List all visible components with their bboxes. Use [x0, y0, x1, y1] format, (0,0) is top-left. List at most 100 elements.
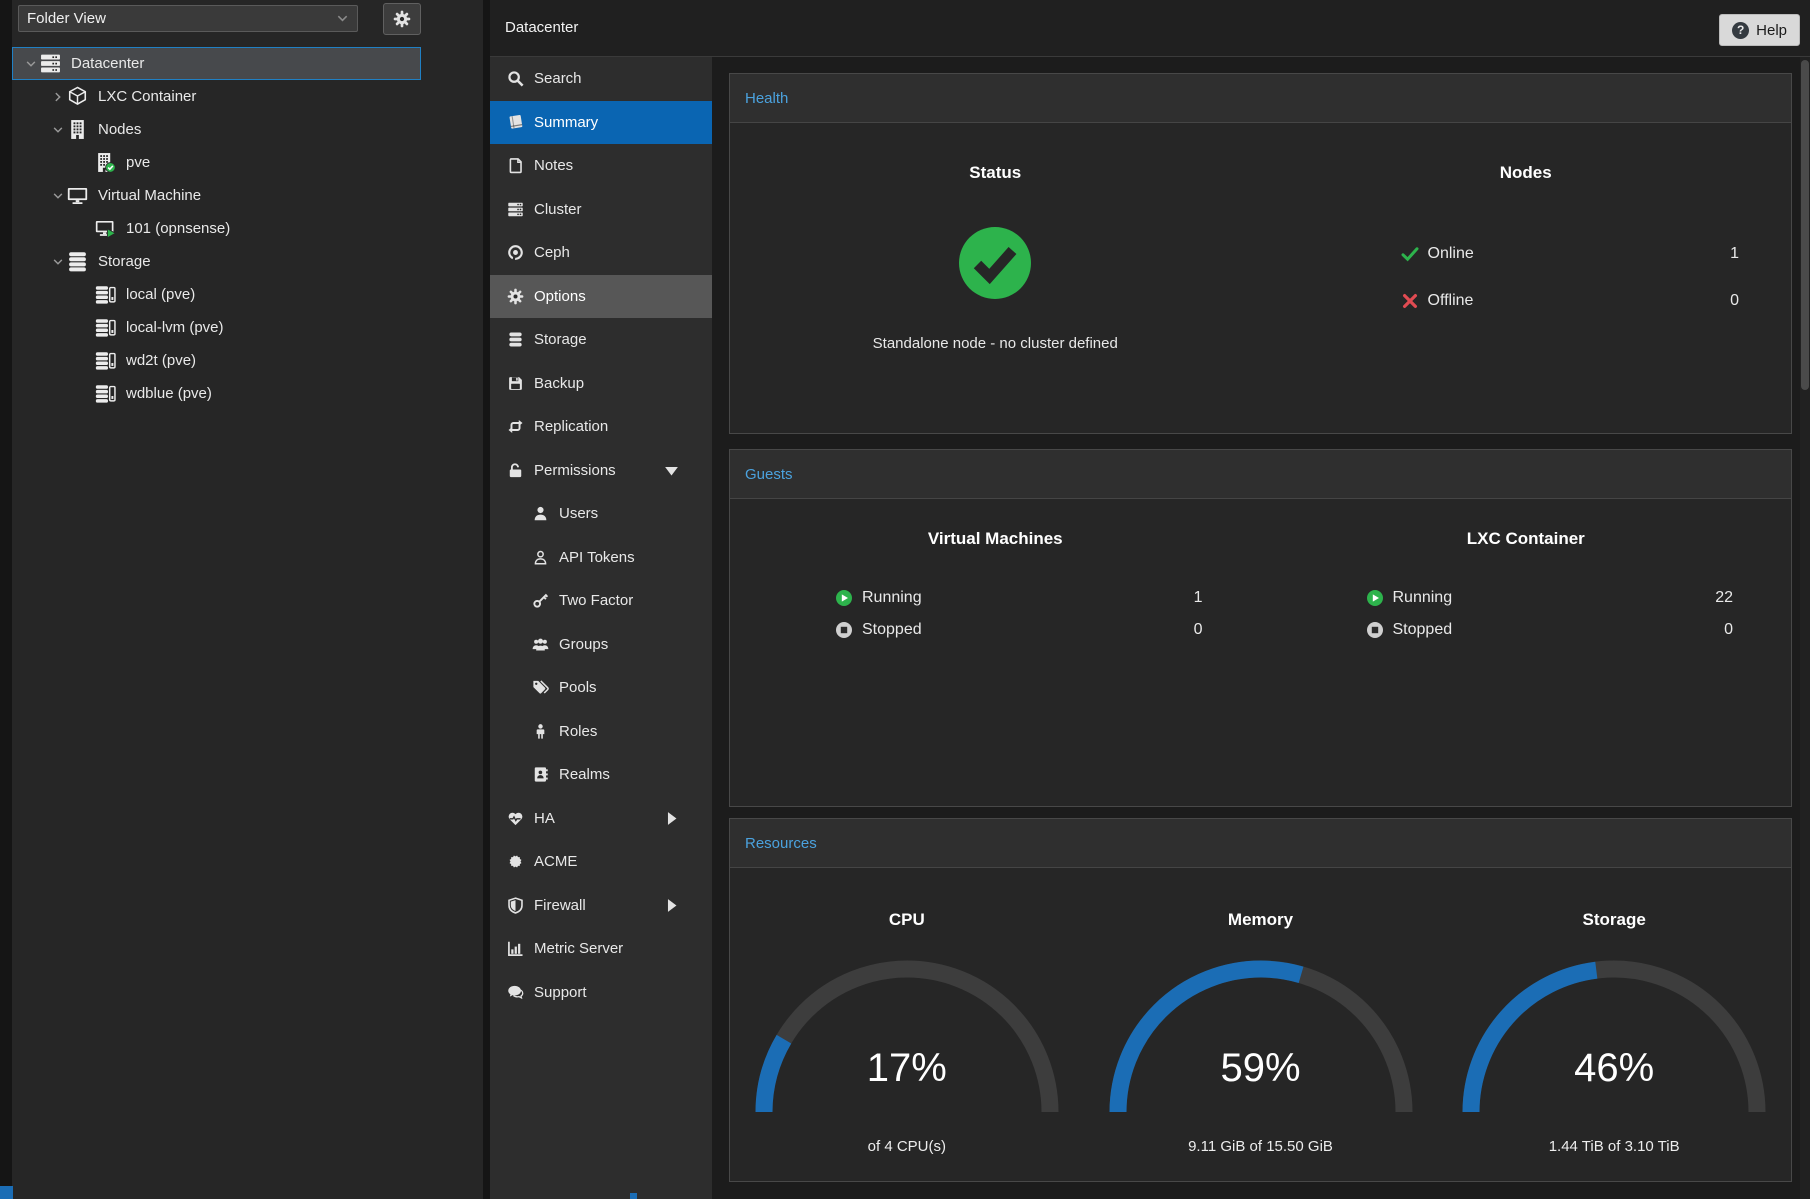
scrollbar-thumb[interactable] — [1801, 60, 1809, 390]
status-message: Standalone node - no cluster defined — [872, 335, 1118, 352]
tags-icon — [532, 679, 559, 696]
menu-item-cluster[interactable]: Cluster — [490, 188, 712, 232]
tree-item-label: Storage — [98, 253, 151, 270]
menu-item-roles[interactable]: Roles — [490, 710, 712, 754]
menu-item-label: Search — [534, 70, 582, 88]
tree-item-label: wd2t (pve) — [126, 352, 197, 369]
menu-item-realms[interactable]: Realms — [490, 753, 712, 797]
gauge-sublabel: 9.11 GiB of 15.50 GiB — [1188, 1138, 1333, 1155]
menu-item-ha[interactable]: HA — [490, 797, 712, 841]
gear-icon — [393, 10, 411, 28]
menu-item-pools[interactable]: Pools — [490, 666, 712, 710]
help-button[interactable]: ? Help — [1719, 14, 1800, 46]
chevron-down-icon[interactable] — [48, 190, 67, 202]
key-icon — [532, 592, 559, 609]
chevron-down-icon[interactable] — [48, 256, 67, 268]
guest-row-stopped: Stopped 0 — [1366, 617, 1733, 643]
menu-item-support[interactable]: Support — [490, 971, 712, 1015]
chevron-right-icon[interactable] — [48, 91, 67, 103]
ceph-icon — [507, 244, 534, 261]
row-label: Offline — [1427, 292, 1474, 309]
menu-item-label: Notes — [534, 157, 574, 175]
tree-item-pve[interactable]: pve — [12, 146, 421, 179]
cluster-icon — [507, 201, 534, 218]
gauge: 59% 9.11 GiB of 15.50 GiB — [1101, 952, 1421, 1155]
question-icon: ? — [1732, 21, 1750, 39]
menu-item-search[interactable]: Search — [490, 57, 712, 101]
tree-view-selector[interactable]: Folder View — [18, 5, 358, 32]
tree-item-label: wdblue (pve) — [126, 385, 212, 402]
menu-item-acme[interactable]: ACME — [490, 840, 712, 884]
tree-item-label: pve — [126, 154, 151, 171]
caret-down-icon — [663, 462, 690, 479]
tree-item-nodes[interactable]: Nodes — [12, 113, 421, 146]
guests-column-title: LXC Container — [1466, 529, 1585, 548]
tree-item-101-opnsense[interactable]: 101 (opnsense) — [12, 212, 421, 245]
menu-item-label: Roles — [559, 722, 598, 740]
menu-item-firewall[interactable]: Firewall — [490, 884, 712, 928]
row-label: Running — [862, 589, 922, 606]
menu-item-two-factor[interactable]: Two Factor — [490, 579, 712, 623]
tree-item-local-lvm-pve[interactable]: local-lvm (pve) — [12, 311, 421, 344]
menu-item-label: API Tokens — [559, 548, 635, 566]
gauge-percent: 59% — [1220, 1046, 1301, 1090]
top-bar: Datacenter ? Help — [490, 0, 1810, 57]
gauge-percent: 46% — [1574, 1046, 1655, 1090]
row-value: 0 — [1730, 292, 1739, 309]
stopped-icon — [835, 621, 862, 639]
tree-item-label: local-lvm (pve) — [126, 319, 224, 336]
datacenter-menu: Search Summary Notes Cluster Ceph Options Stor… — [490, 57, 712, 1199]
guests-column-title: Virtual Machines — [927, 529, 1063, 548]
menu-item-ceph[interactable]: Ceph — [490, 231, 712, 275]
menu-item-label: Pools — [559, 679, 597, 697]
tree-item-storage[interactable]: Storage — [12, 245, 421, 278]
database-icon — [507, 331, 534, 348]
gauge-title: Memory — [1227, 910, 1294, 929]
menu-item-label: Cluster — [534, 200, 582, 218]
gear-icon — [507, 288, 534, 305]
user-icon — [532, 505, 559, 522]
blue-notification-square — [0, 1186, 13, 1199]
building-icon — [67, 119, 98, 140]
menu-item-options[interactable]: Options — [490, 274, 712, 318]
tree-item-datacenter[interactable]: Datacenter — [12, 47, 421, 80]
tree-view-selector-value: Folder View — [27, 10, 106, 27]
menu-item-notes[interactable]: Notes — [490, 144, 712, 188]
menu-item-backup[interactable]: Backup — [490, 362, 712, 406]
menu-item-api-tokens[interactable]: API Tokens — [490, 536, 712, 580]
resources-panel-header: Resources — [730, 819, 1791, 868]
resource-tree: Datacenter LXC Container Nodes pve Virtual M… — [12, 47, 421, 410]
offline-icon — [1401, 292, 1428, 310]
storage-disk-icon — [95, 284, 126, 305]
row-label: Stopped — [1392, 621, 1453, 638]
tree-settings-button[interactable] — [383, 3, 421, 35]
address-book-icon — [532, 766, 559, 783]
row-label: Online — [1427, 245, 1474, 262]
menu-item-replication[interactable]: Replication — [490, 405, 712, 449]
node-status-row-offline: Offline 0 — [1401, 288, 1739, 314]
row-label: Running — [1392, 589, 1453, 606]
chevron-down-icon[interactable] — [48, 124, 67, 136]
menu-item-users[interactable]: Users — [490, 492, 712, 536]
menu-item-permissions[interactable]: Permissions — [490, 449, 712, 493]
storage-disk-icon — [95, 317, 126, 338]
group-icon — [532, 636, 559, 653]
chevron-down-icon[interactable] — [21, 58, 40, 70]
tree-item-wd2t-pve[interactable]: wd2t (pve) — [12, 344, 421, 377]
vm-running-icon — [95, 218, 126, 239]
menu-item-groups[interactable]: Groups — [490, 623, 712, 667]
tree-item-virtual-machine[interactable]: Virtual Machine — [12, 179, 421, 212]
menu-item-storage[interactable]: Storage — [490, 318, 712, 362]
tree-item-label: Nodes — [98, 121, 142, 138]
node-status-row-online: Online 1 — [1401, 241, 1739, 267]
stopped-icon — [1366, 621, 1393, 639]
menu-item-label: HA — [534, 809, 555, 827]
server-icon — [40, 53, 71, 74]
menu-item-summary[interactable]: Summary — [490, 100, 712, 144]
menu-item-metric-server[interactable]: Metric Server — [490, 927, 712, 971]
tree-item-wdblue-pve[interactable]: wdblue (pve) — [12, 377, 421, 410]
tree-item-lxc-container[interactable]: LXC Container — [12, 80, 421, 113]
tree-item-local-pve[interactable]: local (pve) — [12, 278, 421, 311]
search-icon — [507, 70, 534, 87]
guest-row-running: Running 1 — [835, 585, 1203, 611]
